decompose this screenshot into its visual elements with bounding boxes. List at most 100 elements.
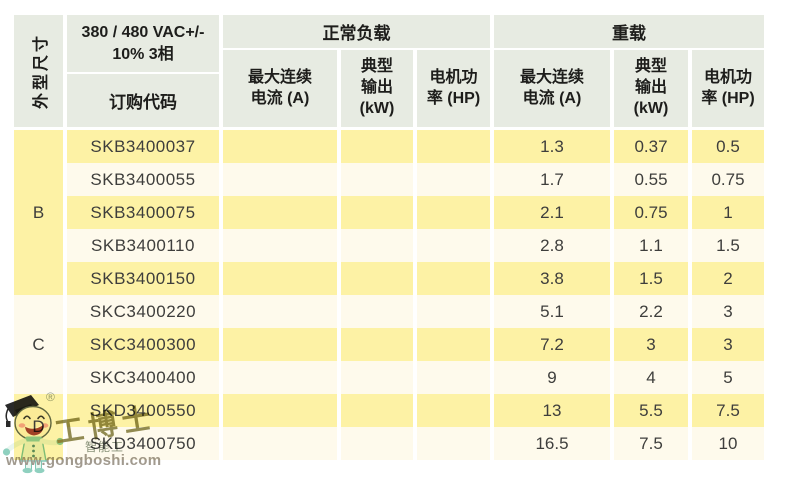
mascot-tassel xyxy=(5,406,10,423)
normal-typical-output-header: 典型 输出 (kW) xyxy=(341,50,413,127)
heavy-typical-output-cell: 2.2 xyxy=(614,295,688,328)
header-line: 典型 xyxy=(360,58,393,76)
heavy-typical-output-header: 典型 输出 (kW) xyxy=(614,50,688,127)
normal-typical-output-cell xyxy=(341,328,413,361)
heavy-motor-power-cell: 3 xyxy=(692,328,764,361)
normal-load-title-cell: 正常负载 xyxy=(223,15,490,48)
normal-motor-power-cell xyxy=(417,130,490,163)
normal-typical-output-cell xyxy=(341,361,413,394)
header-line: (kW) xyxy=(359,99,395,117)
heavy-max-current-cell: 1.3 xyxy=(494,130,610,163)
header-line: 电机功 xyxy=(703,68,752,86)
heavy-max-current-header: 最大连续 电流 (A) xyxy=(494,50,610,127)
normal-motor-power-cell xyxy=(417,295,490,328)
heavy-typical-output-cell: 1.5 xyxy=(614,262,688,295)
order-code-cell: SKD3400750 xyxy=(67,427,219,460)
header-line: 率 (HP) xyxy=(701,89,755,107)
mascot-leg-right xyxy=(35,460,42,470)
normal-max-current-cell xyxy=(223,328,337,361)
heavy-motor-power-cell: 1 xyxy=(692,196,764,229)
order-code-cell: SKC3400300 xyxy=(67,328,219,361)
normal-motor-power-cell xyxy=(417,196,490,229)
order-code-cell: SKC3400220 xyxy=(67,295,219,328)
heavy-motor-power-cell: 0.75 xyxy=(692,163,764,196)
heavy-typical-output-cell: 7.5 xyxy=(614,427,688,460)
normal-max-current-cell xyxy=(223,163,337,196)
heavy-motor-power-cell: 3 xyxy=(692,295,764,328)
order-code-cell: SKC3400400 xyxy=(67,361,219,394)
normal-max-current-cell xyxy=(223,427,337,460)
heavy-motor-power-cell: 0.5 xyxy=(692,130,764,163)
normal-typical-output-cell xyxy=(341,394,413,427)
header-line: 率 (HP) xyxy=(426,89,481,107)
table-body: B SKB3400037 1.3 0.37 0.5 SKB3400055 1.7 0.55 0.… xyxy=(14,130,764,460)
heavy-motor-power-cell: 5 xyxy=(692,361,764,394)
mascot-foot-right xyxy=(34,467,45,474)
normal-typical-output-cell xyxy=(341,427,413,460)
normal-max-current-cell xyxy=(223,394,337,427)
header-line: 输出 xyxy=(360,79,393,97)
normal-motor-power-header: 电机功 率 (HP) xyxy=(417,50,490,127)
heavy-load-subheaders: 最大连续 电流 (A) 典型 输出 (kW) 电机功 率 (HP) xyxy=(494,50,764,127)
normal-max-current-cell xyxy=(223,196,337,229)
order-code-cell: SKB3400075 xyxy=(67,196,219,229)
normal-max-current-cell xyxy=(223,229,337,262)
mascot-hand-left xyxy=(2,448,11,456)
order-code-cell: SKB3400037 xyxy=(67,130,219,163)
heavy-motor-power-cell: 7.5 xyxy=(692,394,764,427)
normal-motor-power-cell xyxy=(417,163,490,196)
heavy-typical-output-cell: 4 xyxy=(614,361,688,394)
frame-size-cell: D xyxy=(14,394,63,460)
normal-load-label: 正常负载 xyxy=(322,24,391,43)
order-code-cell: SKB3400110 xyxy=(67,229,219,262)
normal-typical-output-cell xyxy=(341,163,413,196)
heavy-load-group: 重载 最大连续 电流 (A) 典型 输出 (kW) 电机功 率 (HP) xyxy=(494,15,764,127)
code-column-header: 380 / 480 VAC+/- 10% 3相 订购代码 xyxy=(67,15,219,127)
voltage-line1: 380 / 480 VAC+/- xyxy=(81,24,205,42)
frame-size-cell: C xyxy=(14,295,63,394)
mascot-leg-left xyxy=(25,460,32,470)
normal-load-group: 正常负载 最大连续 电流 (A) 典型 输出 (kW) 电机功 率 (HP) xyxy=(223,15,490,127)
header-line: 典型 xyxy=(634,58,667,76)
normal-motor-power-cell xyxy=(417,361,490,394)
normal-typical-output-cell xyxy=(341,295,413,328)
header-line: 最大连续 xyxy=(247,68,312,86)
normal-load-subheaders: 最大连续 电流 (A) 典型 输出 (kW) 电机功 率 (HP) xyxy=(223,50,490,127)
heavy-max-current-cell: 13 xyxy=(494,394,610,427)
table-header: 外型尺寸 380 / 480 VAC+/- 10% 3相 订购代码 正常负载 最… xyxy=(14,15,764,127)
normal-motor-power-cell xyxy=(417,229,490,262)
mascot-foot-left xyxy=(22,467,33,474)
order-code-label: 订购代码 xyxy=(109,93,177,112)
frame-size-header-cell: 外型尺寸 xyxy=(14,15,63,127)
order-code-cell: SKD3400550 xyxy=(67,394,219,427)
heavy-max-current-cell: 1.7 xyxy=(494,163,610,196)
header-line: 电机功 xyxy=(429,68,478,86)
heavy-motor-power-cell: 2 xyxy=(692,262,764,295)
normal-typical-output-cell xyxy=(341,130,413,163)
voltage-header-cell: 380 / 480 VAC+/- 10% 3相 xyxy=(67,15,219,72)
heavy-load-title-cell: 重载 xyxy=(494,15,764,48)
normal-typical-output-cell xyxy=(341,229,413,262)
drive-spec-table: 外型尺寸 380 / 480 VAC+/- 10% 3相 订购代码 正常负载 最… xyxy=(14,15,764,460)
voltage-line2: 10% 3相 xyxy=(112,45,174,63)
header-line: (kW) xyxy=(633,99,669,117)
normal-typical-output-cell xyxy=(341,262,413,295)
order-code-cell: SKB3400150 xyxy=(67,262,219,295)
heavy-load-label: 重载 xyxy=(612,24,646,43)
header-line: 输出 xyxy=(634,79,667,97)
normal-motor-power-cell xyxy=(417,427,490,460)
normal-motor-power-cell xyxy=(417,262,490,295)
heavy-motor-power-header: 电机功 率 (HP) xyxy=(692,50,764,127)
heavy-typical-output-cell: 1.1 xyxy=(614,229,688,262)
heavy-typical-output-cell: 5.5 xyxy=(614,394,688,427)
normal-motor-power-cell xyxy=(417,394,490,427)
heavy-max-current-cell: 7.2 xyxy=(494,328,610,361)
heavy-max-current-cell: 2.8 xyxy=(494,229,610,262)
order-code-header-cell: 订购代码 xyxy=(67,74,219,127)
heavy-typical-output-cell: 0.37 xyxy=(614,130,688,163)
header-line: 电流 (A) xyxy=(250,89,310,107)
frame-size-cell: B xyxy=(14,130,63,295)
heavy-typical-output-cell: 0.55 xyxy=(614,163,688,196)
heavy-max-current-cell: 3.8 xyxy=(494,262,610,295)
